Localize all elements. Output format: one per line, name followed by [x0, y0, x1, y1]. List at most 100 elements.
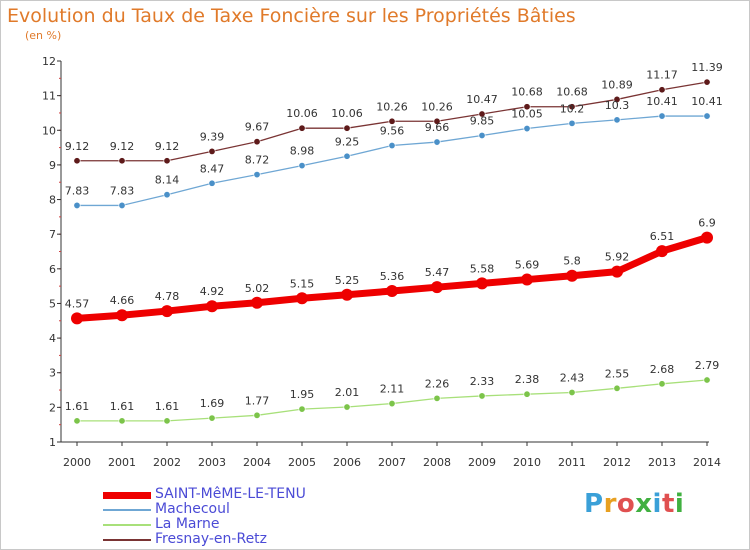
data-point-saint-meme [656, 245, 668, 258]
data-point-la-marne [388, 400, 396, 408]
data-label-la-marne: 2.33 [470, 375, 495, 388]
data-label-machecoul: 9.25 [335, 135, 360, 148]
data-point-machecoul [73, 201, 81, 209]
data-label-fresnay: 10.26 [421, 100, 453, 113]
data-label-fresnay: 10.06 [331, 107, 363, 120]
data-point-machecoul [298, 162, 306, 170]
data-point-la-marne [433, 394, 441, 402]
data-point-machecoul [658, 112, 666, 120]
x-tick-label: 2014 [693, 456, 721, 469]
data-point-fresnay [478, 110, 486, 118]
x-tick-label: 2007 [378, 456, 406, 469]
data-point-fresnay [658, 86, 666, 94]
data-label-machecoul: 9.85 [470, 114, 495, 127]
x-tick-label: 2005 [288, 456, 316, 469]
x-tick-label: 2004 [243, 456, 271, 469]
data-label-la-marne: 2.79 [695, 359, 720, 372]
data-point-fresnay [208, 147, 216, 155]
data-point-la-marne [253, 411, 261, 419]
data-label-la-marne: 2.55 [605, 367, 630, 380]
unit-label: (en %) [25, 29, 62, 42]
data-label-saint-meme: 5.36 [380, 270, 405, 283]
data-label-saint-meme: 6.51 [650, 230, 675, 243]
data-label-saint-meme: 5.15 [290, 277, 315, 290]
data-point-la-marne [523, 390, 531, 398]
x-tick-label: 2012 [603, 456, 631, 469]
legend-label-machecoul: Machecoul [155, 501, 230, 517]
x-tick-label: 2002 [153, 456, 181, 469]
data-point-la-marne [298, 405, 306, 413]
data-point-fresnay [298, 124, 306, 132]
data-point-saint-meme [71, 312, 83, 325]
legend-swatch-machecoul [103, 509, 151, 511]
x-tick-label: 2008 [423, 456, 451, 469]
data-point-fresnay [703, 78, 711, 86]
data-label-la-marne: 1.69 [200, 397, 225, 410]
legend-swatch-la-marne [103, 524, 151, 526]
x-tick-label: 2013 [648, 456, 676, 469]
y-tick-label: 12 [42, 55, 56, 68]
data-point-fresnay [253, 138, 261, 146]
data-point-machecoul [118, 201, 126, 209]
proxiti-logo: Proxiti [584, 489, 685, 519]
x-tick-label: 2001 [108, 456, 136, 469]
data-label-saint-meme: 4.57 [65, 297, 90, 310]
data-label-la-marne: 1.61 [65, 400, 90, 413]
data-point-la-marne [73, 417, 81, 425]
data-label-la-marne: 1.61 [110, 400, 135, 413]
data-label-fresnay: 9.12 [155, 140, 180, 153]
data-label-la-marne: 2.11 [380, 383, 405, 396]
data-label-machecoul: 10.41 [646, 95, 678, 108]
data-point-fresnay [568, 103, 576, 111]
data-point-fresnay [118, 157, 126, 165]
series-lines [71, 78, 713, 425]
data-label-la-marne: 2.01 [335, 386, 360, 399]
legend-label-la-marne: La Marne [155, 516, 220, 532]
data-label-la-marne: 1.77 [245, 394, 270, 407]
x-tick-label: 2006 [333, 456, 361, 469]
data-point-saint-meme [386, 284, 398, 297]
data-label-machecoul: 8.47 [200, 162, 225, 175]
data-point-machecoul [568, 119, 576, 127]
data-point-saint-meme [341, 288, 353, 301]
data-point-la-marne [163, 417, 171, 425]
data-point-machecoul [523, 125, 531, 133]
data-label-saint-meme: 4.92 [200, 285, 225, 298]
x-tick-label: 2010 [513, 456, 541, 469]
data-label-fresnay: 10.68 [511, 86, 543, 99]
data-point-machecoul [613, 116, 621, 124]
data-label-machecoul: 7.83 [110, 184, 135, 197]
y-tick-label: 2 [49, 401, 56, 414]
data-label-fresnay: 9.12 [65, 140, 90, 153]
data-point-fresnay [73, 157, 81, 165]
x-tick-label: 2000 [63, 456, 91, 469]
data-point-saint-meme [521, 273, 533, 286]
data-point-la-marne [613, 384, 621, 392]
y-tick-label: 4 [49, 332, 56, 345]
legend-label-fresnay: Fresnay-en-Retz [155, 531, 268, 547]
data-point-la-marne [703, 376, 711, 384]
data-point-saint-meme [431, 281, 443, 294]
data-point-saint-meme [116, 309, 128, 322]
data-point-fresnay [343, 124, 351, 132]
data-point-machecoul [163, 191, 171, 199]
data-label-saint-meme: 6.9 [698, 217, 716, 230]
data-point-la-marne [208, 414, 216, 422]
data-point-saint-meme [476, 277, 488, 290]
y-tick-label: 5 [49, 297, 56, 310]
data-point-saint-meme [161, 305, 173, 318]
data-label-machecoul: 8.14 [155, 174, 180, 187]
y-tick-label: 1 [49, 436, 56, 449]
data-point-saint-meme [206, 300, 218, 313]
data-label-machecoul: 9.56 [380, 125, 405, 138]
y-tick-label: 10 [42, 124, 56, 137]
data-label-saint-meme: 5.25 [335, 274, 360, 287]
x-tick-label: 2009 [468, 456, 496, 469]
data-point-machecoul [388, 142, 396, 150]
data-label-machecoul: 8.98 [290, 145, 315, 158]
data-label-machecoul: 8.72 [245, 154, 270, 167]
